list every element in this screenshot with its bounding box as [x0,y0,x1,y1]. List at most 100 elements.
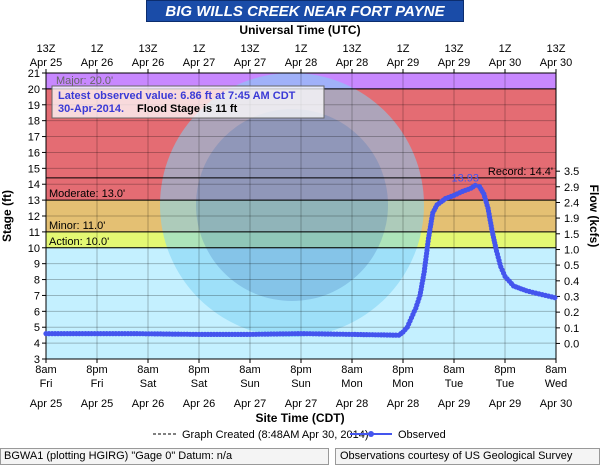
chart-title: BIG WILLS CREEK NEAR FORT PAYNE [165,3,445,20]
left-axis-title: Stage (ft) [0,190,14,242]
bottom-tick-label: 8am [239,364,260,376]
observed-point [552,295,558,301]
flow-tick-label: 1.5 [564,229,579,241]
flow-tick-label: 1.9 [564,213,579,225]
flow-tick-label: 0.1 [564,323,579,335]
flow-tick-label: 2.9 [564,182,579,194]
flow-tick-label: 0.4 [564,276,579,288]
flood-label-moderate: Moderate: 13.0' [49,188,125,200]
bottom-tick-date: Apr 28 [336,398,368,410]
bottom-tick-date: Apr 29 [438,398,470,410]
y-tick-label: 16 [28,147,40,159]
flow-tick-label: 3.5 [564,166,579,178]
bottom-axis-title: Site Time (CDT) [255,411,344,425]
bottom-tick-date: Apr 26 [183,398,215,410]
top-tick-date: Apr 26 [81,57,113,69]
flow-tick-label: 0.5 [564,260,579,272]
top-tick-date: Apr 30 [489,57,521,69]
y-tick-label: 21 [28,68,40,80]
top-tick-date: Apr 29 [387,57,419,69]
y-tick-label: 13 [28,195,40,207]
record-label: Record: 14.4' [488,166,553,178]
top-tick-date: Apr 30 [540,57,572,69]
chart-title-bar: BIG WILLS CREEK NEAR FORT PAYNE [146,0,464,22]
top-axis-title: Universal Time (UTC) [239,23,360,37]
bottom-tick-label: 8am [443,364,464,376]
top-tick-label: 13Z [37,43,56,55]
top-tick-date: Apr 25 [30,57,62,69]
bottom-tick-date: Apr 26 [132,398,164,410]
y-tick-label: 17 [28,132,40,144]
y-tick-label: 4 [34,338,40,350]
y-tick-label: 6 [34,306,40,318]
top-tick-label: 13Z [547,43,566,55]
y-tick-label: 10 [28,243,40,255]
y-tick-label: 12 [28,211,40,223]
top-tick-label: 1Z [499,43,512,55]
y-tick-label: 5 [34,322,40,334]
top-tick-date: Apr 28 [336,57,368,69]
y-tick-label: 14 [28,179,40,191]
top-tick-date: Apr 27 [183,57,215,69]
flow-tick-label: 0.0 [564,338,579,350]
bottom-tick-day: Wed [545,378,567,390]
flow-tick-label: 0.2 [564,307,579,319]
observed-markers [43,182,558,338]
legend-observed-marker [368,431,374,437]
top-tick-label: 13Z [241,43,260,55]
top-tick-label: 1Z [91,43,104,55]
bottom-tick-label: 8pm [290,364,311,376]
flow-tick-label: 0.3 [564,291,579,303]
flood-label-action: Action: 10.0' [49,236,109,248]
bottom-tick-day: Sat [191,378,208,390]
top-tick-date: Apr 27 [234,57,266,69]
top-tick-label: 13Z [343,43,362,55]
flow-tick-label: 1.0 [564,245,579,257]
y-tick-label: 15 [28,163,40,175]
bottom-tick-label: 8am [341,364,362,376]
bottom-tick-label: 8am [545,364,566,376]
top-tick-label: 1Z [397,43,410,55]
bottom-tick-day: Tue [496,378,515,390]
latest-note-date: 30-Apr-2014. [58,103,124,115]
y-tick-label: 11 [29,227,40,239]
latest-note-box [51,85,325,119]
y-tick-label: 7 [34,290,40,302]
bottom-tick-date: Apr 27 [234,398,266,410]
bottom-tick-date: Apr 29 [489,398,521,410]
latest-note-line1: Latest observed value: 6.86 ft at 7:45 A… [58,90,296,102]
top-tick-label: 13Z [445,43,464,55]
right-axis-title: Flow (kcfs) [587,185,600,248]
gauge-info-footer: BGWA1 (plotting HGIRG) "Gage 0" Datum: n… [0,448,329,465]
data-source-footer: Observations courtesy of US Geological S… [335,448,600,465]
y-tick-label: 20 [28,84,40,96]
flood-label-minor: Minor: 11.0' [49,220,105,232]
bottom-tick-day: Sun [240,378,260,390]
flow-tick-label: 2.4 [564,197,579,209]
top-tick-date: Apr 26 [132,57,164,69]
bottom-tick-day: Fri [40,378,53,390]
y-tick-label: 19 [28,100,40,112]
bottom-tick-label: 8pm [392,364,413,376]
bottom-tick-label: 8am [35,364,56,376]
bottom-tick-day: Fri [91,378,104,390]
noaa-watermark-core [196,109,388,301]
bottom-tick-date: Apr 27 [285,398,317,410]
y-tick-label: 8 [34,275,40,287]
bottom-tick-label: 8pm [494,364,515,376]
bottom-tick-label: 8pm [86,364,107,376]
bottom-tick-date: Apr 25 [30,398,62,410]
bottom-tick-day: Mon [341,378,362,390]
y-tick-label: 9 [34,259,40,271]
legend-created-label: Graph Created (8:48AM Apr 30, 2014) [182,429,369,441]
bottom-tick-date: Apr 28 [387,398,419,410]
bottom-tick-day: Tue [445,378,464,390]
y-tick-label: 3 [34,354,40,366]
bottom-tick-date: Apr 25 [81,398,113,410]
peak-value-label: 13.93 [451,172,479,184]
bottom-tick-label: 8am [137,364,158,376]
major-label-behind: Major: 20.0' [56,75,113,87]
noaa-watermark-emblem [160,73,424,337]
